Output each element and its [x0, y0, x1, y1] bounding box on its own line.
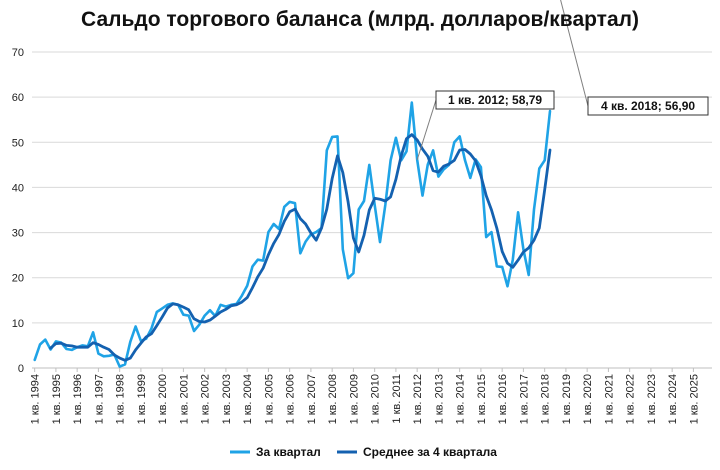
- x-tick-label: 1 кв. 2007: [306, 374, 318, 424]
- x-tick-label: 1 кв. 2019: [561, 374, 573, 424]
- legend-label-quarter: За квартал: [256, 445, 321, 459]
- x-tick-label: 1 кв. 2006: [285, 374, 297, 424]
- callout-peak-2012-label: 1 кв. 2012; 58,79: [448, 93, 542, 107]
- x-tick-label: 1 кв. 2021: [603, 374, 615, 424]
- x-tick-label: 1 кв. 2020: [582, 374, 594, 424]
- x-tick-label: 1 кв. 2022: [625, 374, 637, 424]
- x-tick-label: 1 кв. 2010: [370, 374, 382, 424]
- x-tick-label: 1 кв. 2002: [200, 374, 212, 424]
- x-tick-label: 1 кв. 2005: [263, 374, 275, 424]
- series-line-quarter: [33, 101, 552, 368]
- x-tick-label: 1 кв. 1994: [30, 374, 42, 424]
- y-tick-label: 0: [18, 363, 24, 375]
- x-tick-label: 1 кв. 1996: [72, 374, 84, 424]
- x-tick-label: 1 кв. 2011: [391, 374, 403, 424]
- y-tick-label: 50: [12, 137, 24, 149]
- legend: За квартал Среднее за 4 квартала: [230, 445, 497, 459]
- legend-label-avg4: Среднее за 4 квартала: [363, 445, 497, 459]
- x-tick-label: 1 кв. 2008: [327, 374, 339, 424]
- callout-last-2018-box: [587, 96, 709, 116]
- series-lines: [33, 101, 552, 368]
- x-tick-label: 1 кв. 1995: [51, 374, 63, 424]
- x-tick-label: 1 кв. 1999: [136, 374, 148, 424]
- callout-peak-2012-leader: [416, 99, 437, 161]
- y-tick-label: 30: [12, 228, 24, 240]
- x-tick-label: 1 кв. 2018: [540, 374, 552, 424]
- x-tick-label: 1 кв. 2024: [667, 374, 679, 424]
- y-tick-label: 40: [12, 182, 24, 194]
- callouts: 1 кв. 2012; 58,79 4 кв. 2018; 56,90: [416, 0, 709, 161]
- y-axis: 0 10 20 30 40 50 60 70: [12, 47, 24, 375]
- x-tick-label: 1 кв. 2025: [688, 374, 700, 424]
- y-tick-label: 70: [12, 47, 24, 59]
- x-tick-label: 1 кв. 1997: [93, 374, 105, 424]
- y-tick-label: 20: [12, 273, 24, 285]
- x-tick-label: 1 кв. 2013: [433, 374, 445, 424]
- y-tick-label: 10: [12, 318, 24, 330]
- chart-title: Сальдо торгового баланса (млрд. долларов…: [81, 8, 639, 31]
- x-tick-label: 1 кв. 2001: [178, 374, 190, 424]
- x-tick-label: 1 кв. 2014: [455, 374, 467, 424]
- x-tick-label: 1 кв. 2015: [476, 374, 488, 424]
- x-tick-label: 1 кв. 2000: [157, 374, 169, 424]
- callout-peak-2012-box: [435, 90, 555, 110]
- x-tick-label: 1 кв. 2009: [348, 374, 360, 424]
- x-tick-label: 1 кв. 2004: [242, 374, 254, 424]
- x-tick-label: 1 кв. 2012: [412, 374, 424, 424]
- x-tick-label: 1 кв. 2023: [646, 374, 658, 424]
- series-line-avg4: [49, 133, 552, 362]
- x-axis: 1 кв. 1994 1 кв. 1995 1 кв. 1996 1 кв. 1997…: [30, 367, 712, 424]
- callout-last-2018-leader: [560, 0, 589, 107]
- x-tick-label: 1 кв. 1998: [115, 374, 127, 424]
- x-tick-label: 1 кв. 2016: [497, 374, 509, 424]
- y-tick-label: 60: [12, 92, 24, 104]
- callout-last-2018-label: 4 кв. 2018; 56,90: [601, 99, 695, 113]
- x-tick-label: 1 кв. 2003: [221, 374, 233, 424]
- x-tick-label: 1 кв. 2017: [518, 374, 530, 424]
